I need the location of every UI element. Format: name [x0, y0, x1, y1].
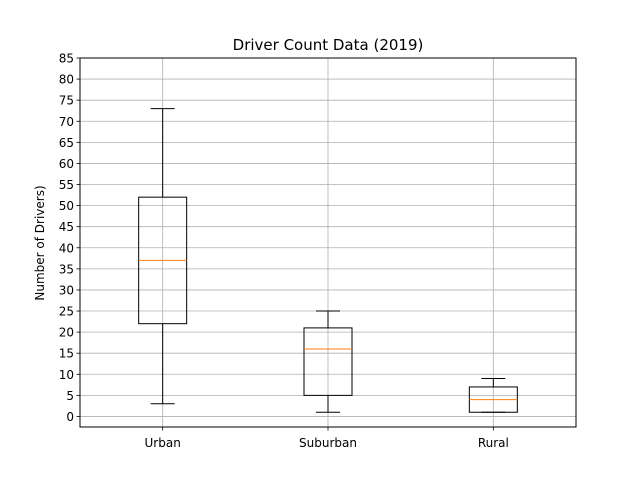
- y-tick-label: 80: [59, 73, 74, 87]
- y-tick-label: 85: [59, 52, 74, 66]
- x-axis-ticks: Urban Suburban Rural: [145, 427, 509, 450]
- grid-lines: [80, 57, 576, 427]
- y-tick-label: 20: [59, 326, 74, 340]
- y-axis-label: Number of Drivers): [33, 185, 47, 300]
- chart-title: Driver Count Data (2019): [233, 36, 424, 54]
- y-axis-ticks: 0 5 10 15 20 25 30 35 40 45 50 55 60 65 70 75 80 85: [59, 52, 80, 424]
- y-tick-label: 65: [59, 136, 74, 150]
- y-tick-label: 45: [59, 220, 74, 234]
- box-rural: [468, 378, 518, 413]
- y-tick-label: 10: [59, 368, 74, 382]
- y-tick-label: 0: [66, 410, 74, 424]
- box-suburban: [303, 310, 353, 413]
- y-tick-label: 75: [59, 94, 74, 108]
- y-tick-label: 15: [59, 347, 74, 361]
- y-tick-label: 50: [59, 199, 74, 213]
- y-tick-label: 35: [59, 262, 74, 276]
- y-tick-label: 30: [59, 283, 74, 297]
- y-tick-label: 55: [59, 178, 74, 192]
- y-tick-label: 25: [59, 305, 74, 319]
- y-tick-label: 40: [59, 241, 74, 255]
- y-tick-label: 60: [59, 157, 74, 171]
- boxes: [138, 108, 518, 413]
- x-tick-label: Suburban: [299, 436, 357, 450]
- y-tick-label: 70: [59, 115, 74, 129]
- x-tick-label: Urban: [145, 436, 181, 450]
- iqr-box: [303, 327, 353, 396]
- box-urban: [138, 108, 188, 405]
- x-tick-label: Rural: [478, 436, 509, 450]
- y-tick-label: 5: [66, 389, 74, 403]
